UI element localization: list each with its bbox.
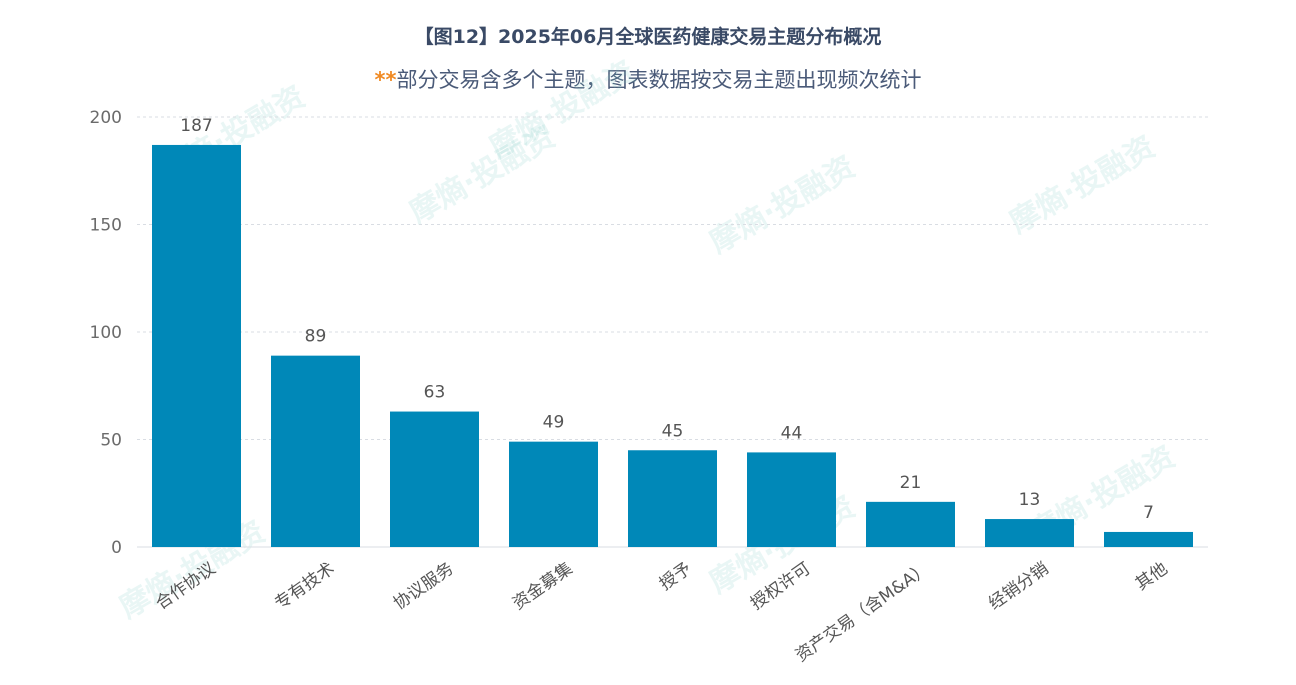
x-tick-label: 授权许可 (747, 559, 814, 614)
data-label: 44 (781, 423, 803, 443)
y-tick-label: 150 (90, 216, 122, 236)
chart-subtitle: **部分交易含多个主题，图表数据按交易主题出现频次统计 (0, 64, 1296, 94)
bar (509, 441, 598, 547)
x-tick-label: 合作协议 (152, 559, 219, 614)
y-tick-label: 200 (90, 108, 122, 128)
y-tick-label: 0 (111, 538, 122, 558)
x-tick-label: 资金募集 (509, 559, 576, 614)
data-label: 13 (1019, 490, 1041, 510)
y-tick-label: 100 (90, 323, 122, 343)
subtitle-asterisk: ** (374, 68, 397, 92)
bar (985, 519, 1074, 547)
data-label: 63 (424, 383, 446, 403)
bar (1104, 531, 1193, 547)
subtitle-text: 部分交易含多个主题，图表数据按交易主题出现频次统计 (396, 68, 922, 92)
chart-title: 【图12】2025年06月全球医药健康交易主题分布概况 (414, 26, 882, 48)
x-tick-label: 经销分销 (985, 559, 1052, 614)
bar (866, 501, 955, 547)
bar (747, 452, 836, 547)
bar (390, 411, 479, 547)
x-tick-label: 授予 (656, 559, 695, 595)
y-tick-label: 50 (100, 431, 122, 451)
bar (628, 450, 717, 547)
data-label: 45 (662, 421, 684, 441)
data-label: 21 (900, 473, 922, 493)
x-tick-label: 其他 (1132, 559, 1171, 595)
data-label: 89 (305, 327, 327, 347)
data-label: 7 (1143, 503, 1154, 523)
x-tick-label: 专有技术 (271, 559, 338, 614)
data-label: 187 (180, 116, 212, 136)
bar (152, 144, 241, 547)
data-label: 49 (543, 413, 565, 433)
bar (271, 355, 360, 547)
x-tick-label: 协议服务 (390, 559, 457, 614)
